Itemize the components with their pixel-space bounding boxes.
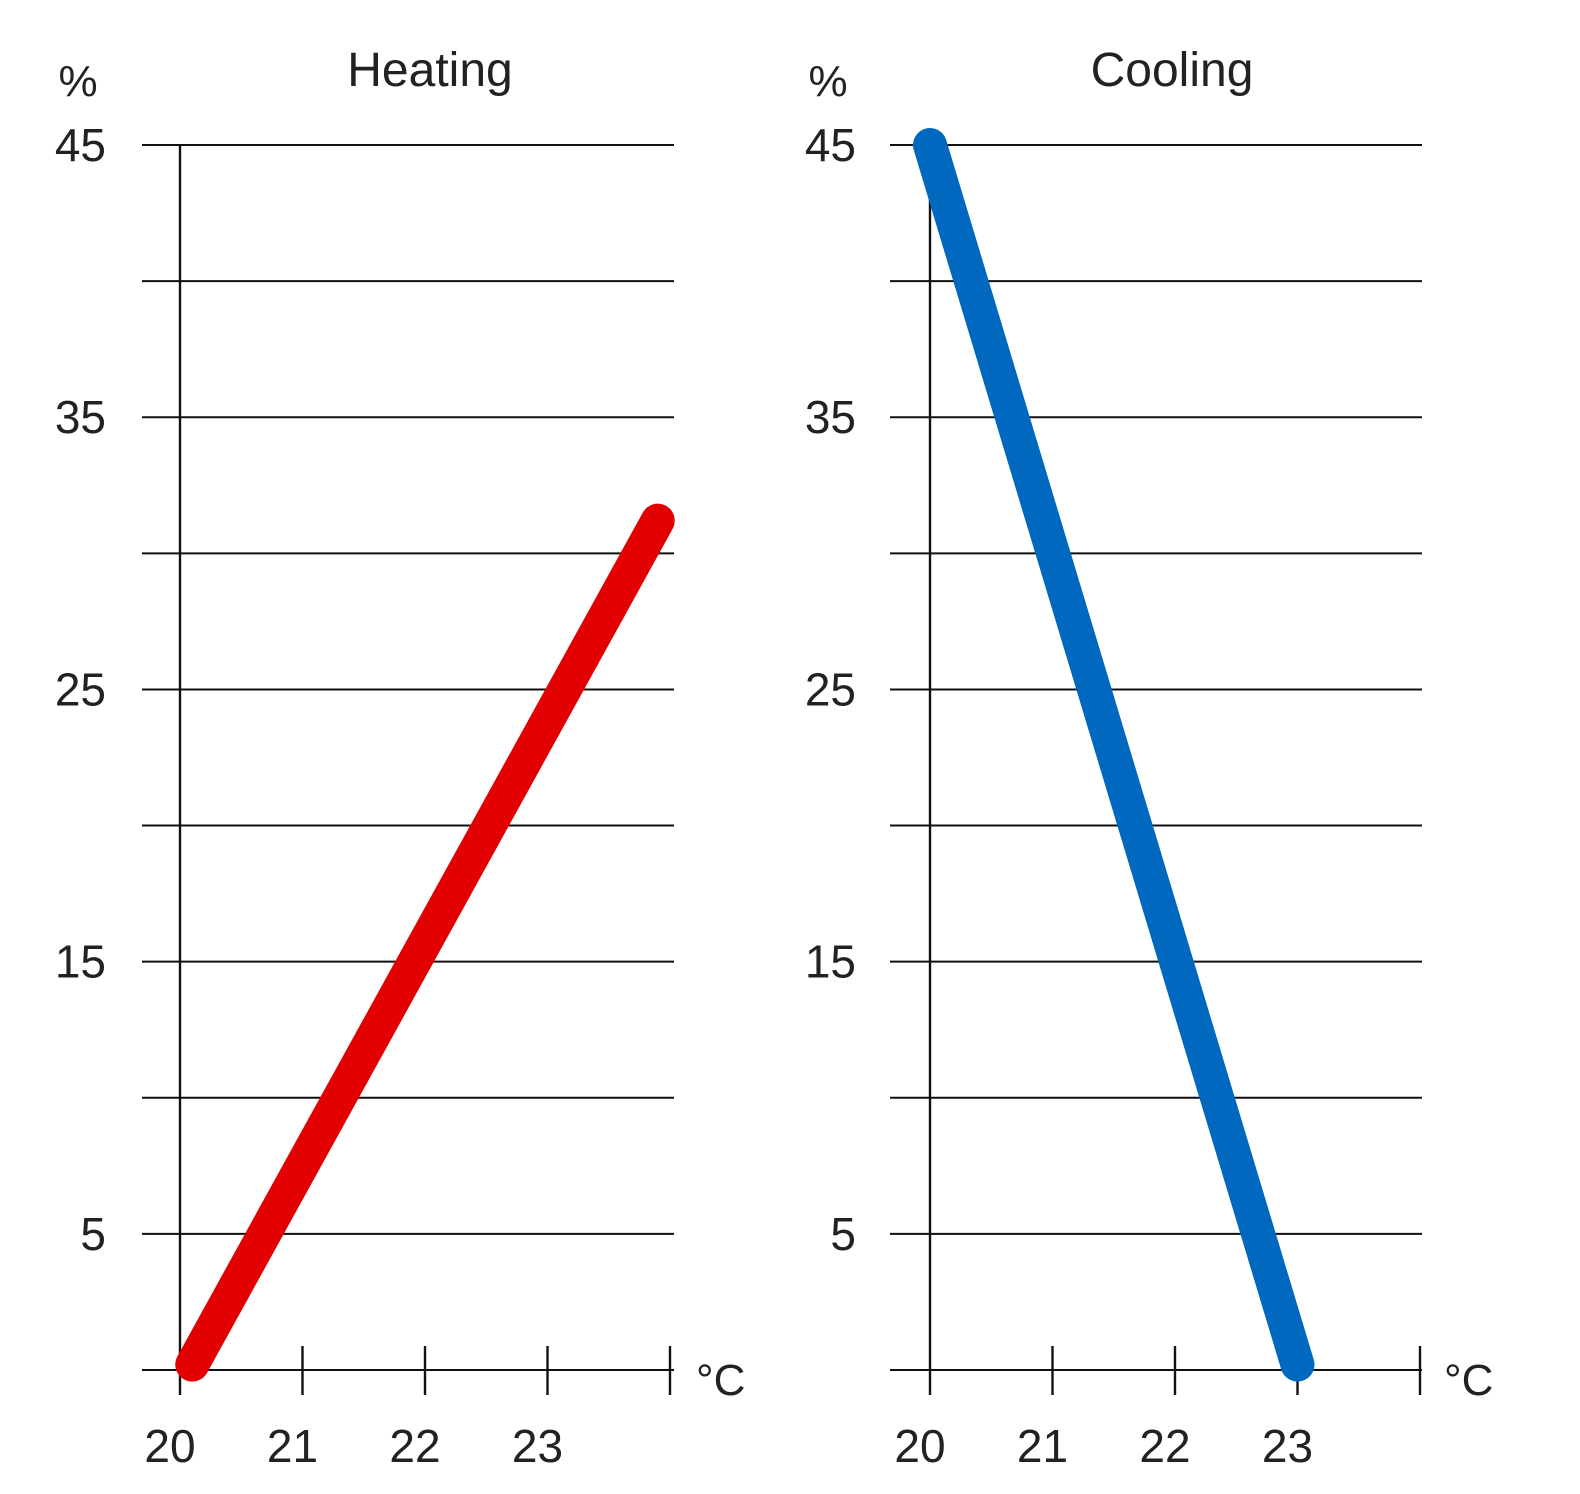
heating-x-axis-label: °C <box>696 1356 745 1405</box>
heating-y-tick-label: 5 <box>80 1208 106 1260</box>
cooling-x-tick-label: 23 <box>1262 1420 1313 1472</box>
heating-y-tick-label: 15 <box>55 936 106 988</box>
cooling-y-tick-label: 15 <box>805 936 856 988</box>
heating-y-tick-label: 35 <box>55 391 106 443</box>
cooling-chart: 45 35 25 15 5 20 21 22 23% °C Cooling <box>805 44 1494 1472</box>
cooling-y-tick-label: 5 <box>830 1208 856 1260</box>
heating-x-tick-label: 23 <box>512 1420 563 1472</box>
cooling-y-tick-label: 25 <box>805 663 856 715</box>
heating-chart: 45 35 25 15 5 20 21 22 23% °C Heating <box>55 44 746 1472</box>
heating-y-tick-label: 45 <box>55 119 106 171</box>
heating-x-tick-label: 20 <box>144 1420 195 1472</box>
cooling-chart-title: Cooling <box>1091 44 1254 97</box>
heating-y-axis-label: % <box>58 57 97 106</box>
heating-series-line <box>175 503 675 1382</box>
heating-x-tick-label: 22 <box>389 1420 440 1472</box>
heating-x-tick-label: 21 <box>267 1420 318 1472</box>
cooling-x-tick-label: 20 <box>894 1420 945 1472</box>
cooling-x-axis-label: °C <box>1444 1356 1493 1405</box>
heating-y-tick-label: 25 <box>55 663 106 715</box>
heating-chart-title: Heating <box>347 44 512 97</box>
cooling-y-axis-label: % <box>808 57 847 106</box>
cooling-x-tick-label: 22 <box>1139 1420 1190 1472</box>
cooling-y-tick-label: 45 <box>805 119 856 171</box>
cooling-x-tick-label: 21 <box>1017 1420 1068 1472</box>
cooling-y-tick-label: 35 <box>805 391 856 443</box>
cooling-series-line <box>913 128 1315 1382</box>
